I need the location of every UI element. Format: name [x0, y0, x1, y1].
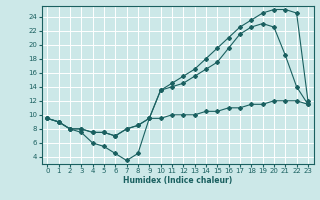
- X-axis label: Humidex (Indice chaleur): Humidex (Indice chaleur): [123, 176, 232, 185]
